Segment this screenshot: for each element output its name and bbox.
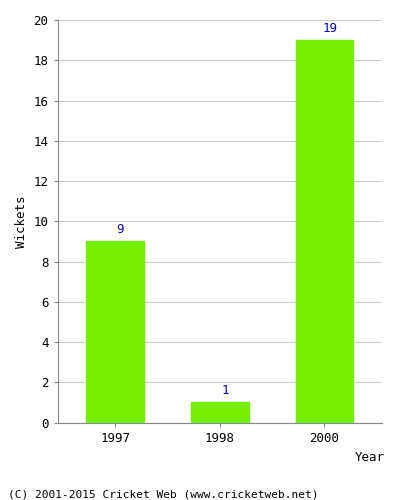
Text: 19: 19 [322,22,337,35]
Text: (C) 2001-2015 Cricket Web (www.cricketweb.net): (C) 2001-2015 Cricket Web (www.cricketwe… [8,490,318,500]
Bar [86,242,144,422]
Y-axis label: Wickets: Wickets [15,195,28,248]
Bar [191,402,248,422]
Text: Year: Year [355,450,385,464]
Bar [296,40,353,422]
Text: 9: 9 [117,224,124,236]
Text: 1: 1 [221,384,229,398]
